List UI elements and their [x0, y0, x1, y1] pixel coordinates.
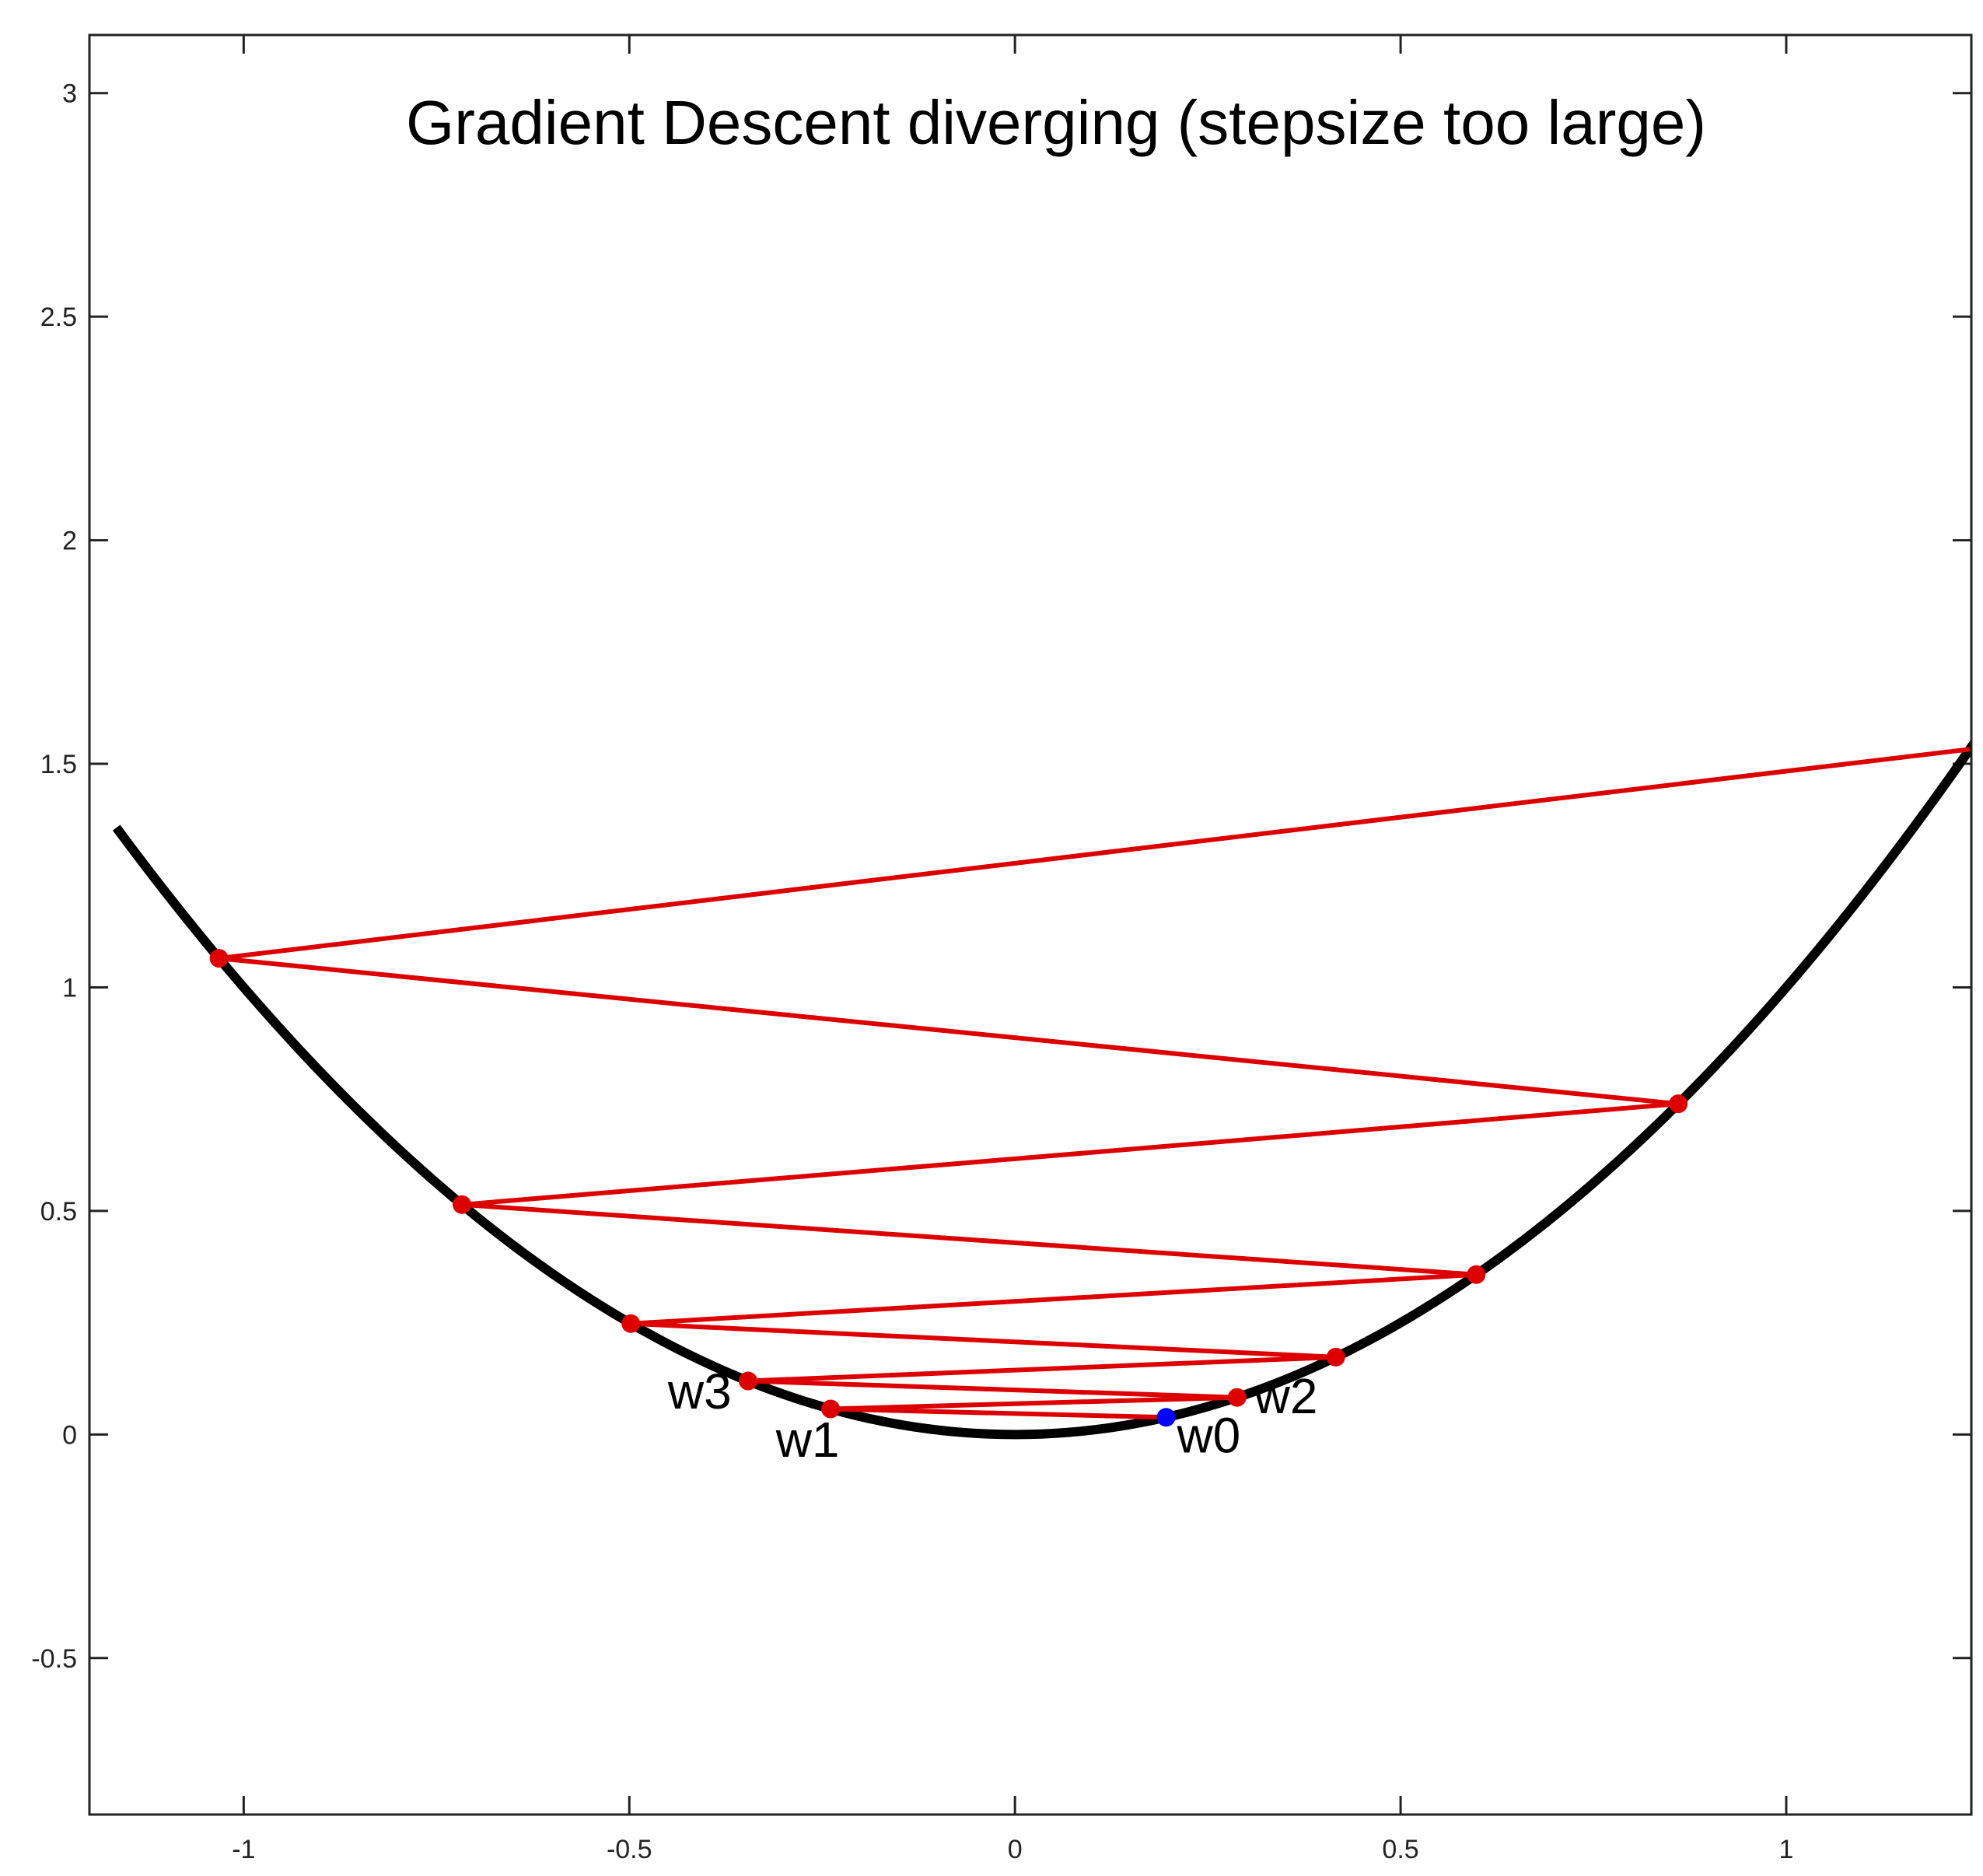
descent-path — [216, 747, 1971, 1420]
iterate-point — [453, 1195, 472, 1214]
chart-marks: w0 w1 w2 w3 — [112, 738, 1971, 1468]
iterate-point — [209, 949, 229, 968]
y-tick-label: 2.5 — [40, 303, 77, 332]
y-tick-label: 0.5 — [40, 1197, 77, 1227]
y-tick-label: 0 — [62, 1420, 77, 1450]
iterate-point — [621, 1314, 641, 1333]
axes-frame — [88, 33, 1973, 1816]
y-tick-label: 1.5 — [40, 750, 77, 779]
iterate-point — [1326, 1347, 1345, 1367]
y-tick-label: 1 — [62, 973, 77, 1003]
x-tick-label: 1 — [1779, 1835, 1794, 1864]
iterate-point — [821, 1399, 841, 1419]
loss-curve — [112, 738, 1971, 1440]
iterate-point — [739, 1371, 757, 1391]
axis-ticks: -1 -0.5 0 0.5 1 -0.5 0 0.5 1 1.5 2 2.5 3 — [31, 35, 1971, 1864]
iterate-label: w2 — [1254, 1368, 1318, 1424]
chart-title: Gradient Descent diverging (stepsize too… — [406, 88, 1706, 157]
y-tick-label: -0.5 — [31, 1644, 77, 1674]
x-tick-label: 0.5 — [1382, 1835, 1418, 1864]
x-tick-label: -0.5 — [607, 1835, 652, 1864]
y-tick-label: 3 — [62, 79, 77, 109]
iterate-label: w1 — [775, 1412, 840, 1468]
x-tick-label: 0 — [1008, 1835, 1023, 1864]
y-tick-label: 2 — [62, 527, 77, 556]
start-point — [1156, 1408, 1176, 1427]
iterate-point — [1227, 1388, 1247, 1407]
iterate-label: w0 — [1176, 1407, 1240, 1463]
iterate-point — [1467, 1265, 1486, 1284]
iterate-point — [1669, 1094, 1688, 1114]
x-tick-label: -1 — [232, 1835, 255, 1864]
iterate-label: w3 — [667, 1363, 732, 1419]
